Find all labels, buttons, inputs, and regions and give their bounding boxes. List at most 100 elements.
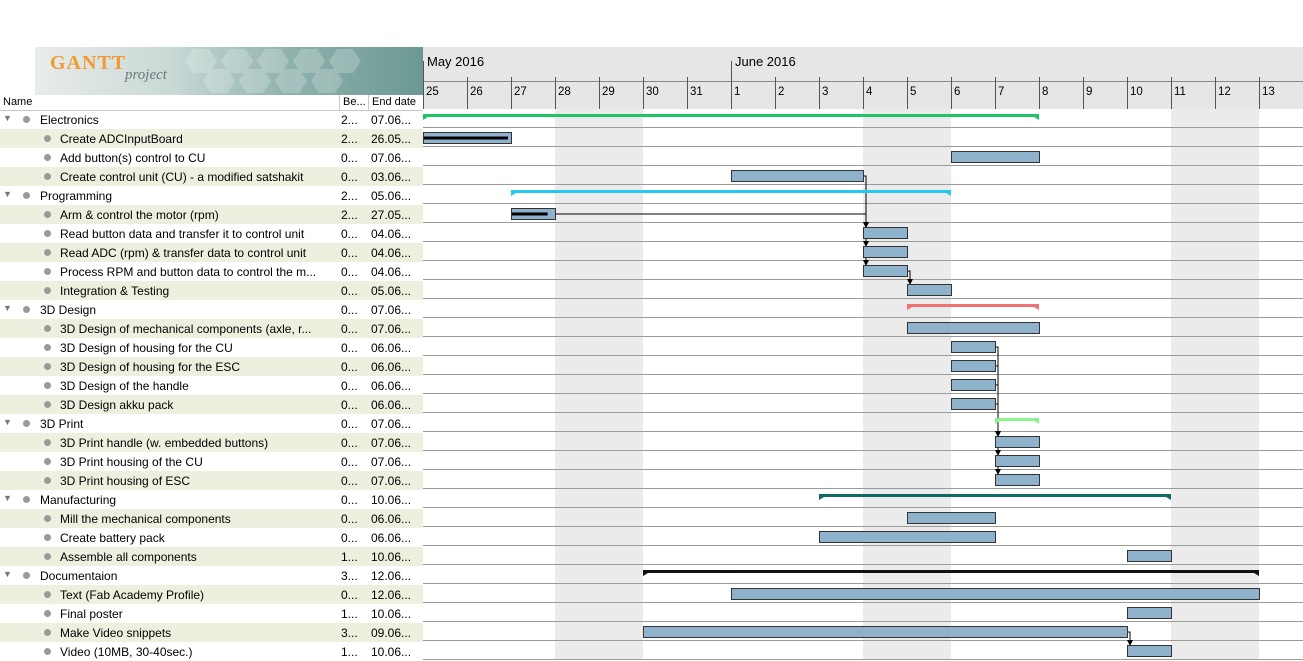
task-name: 3D Design of mechanical components (axle… (60, 322, 312, 336)
task-begin-date: 0... (341, 512, 358, 526)
collapse-triangle-icon[interactable]: ▼ (3, 569, 12, 579)
day-label: 2 (778, 86, 785, 98)
task-end-date: 12.06... (371, 569, 412, 583)
task-row[interactable]: Read ADC (rpm) & transfer data to contro… (0, 243, 423, 262)
task-row[interactable]: Read button data and transfer it to cont… (0, 224, 423, 243)
day-label: 26 (470, 86, 483, 98)
task-group-row[interactable]: ▼ Documentaion 3... 12.06... (0, 566, 423, 585)
task-row[interactable]: 3D Design of housing for the CU 0... 06.06… (0, 338, 423, 357)
task-name: Create battery pack (60, 531, 165, 545)
summary-bar-electronics[interactable] (423, 114, 1039, 120)
task-row[interactable]: 3D Design akku pack 0... 06.06... (0, 395, 423, 414)
column-header-end[interactable]: End date (372, 96, 417, 108)
summary-bar-3d-design[interactable] (907, 304, 1039, 310)
task-row[interactable]: Integration & Testing 0... 05.06... (0, 281, 423, 300)
task-begin-date: 0... (341, 531, 358, 545)
month-tick (423, 61, 424, 109)
task-end-date: 10.06... (371, 493, 412, 507)
task-end-date: 05.06... (371, 284, 412, 298)
task-row[interactable]: Final poster 1... 10.06... (0, 604, 423, 623)
task-row[interactable]: 3D Design of the handle 0... 06.06... (0, 376, 423, 395)
column-header-name[interactable]: Name (3, 96, 33, 108)
task-bar-create-battery-pack[interactable] (819, 531, 996, 543)
task-row[interactable]: 3D Print housing of the CU 0... 07.06... (0, 452, 423, 471)
task-row[interactable]: Add button(s) control to CU 0... 07.06... (0, 148, 423, 167)
day-tick (863, 77, 864, 109)
task-row[interactable]: Create battery pack 0... 06.06... (0, 528, 423, 547)
task-group-row[interactable]: ▼ 3D Design 0... 07.06... (0, 300, 423, 319)
task-row[interactable]: Text (Fab Academy Profile) 0... 12.06... (0, 585, 423, 604)
collapse-triangle-icon[interactable]: ▼ (3, 189, 12, 199)
dependency-arrow (555, 213, 869, 228)
task-name: 3D Design of housing for the ESC (60, 360, 241, 374)
task-tree-header: Name Be... End date (0, 95, 423, 111)
task-bullet-icon (44, 344, 51, 351)
task-bar-3d-print-housing-of-the-cu[interactable] (995, 455, 1040, 467)
task-row[interactable]: Process RPM and button data to control t… (0, 262, 423, 281)
task-bar-3d-design-of-mechanical-components-axle-r[interactable] (907, 322, 1040, 334)
task-group-row[interactable]: ▼ 3D Print 0... 07.06... (0, 414, 423, 433)
task-bar-final-poster[interactable] (1127, 607, 1172, 619)
task-name: Read ADC (rpm) & transfer data to contro… (60, 246, 307, 260)
task-bar-text-fab-academy-profile[interactable] (731, 588, 1260, 600)
task-group-row[interactable]: ▼ Programming 2... 05.06... (0, 186, 423, 205)
task-bar-3d-print-handle-w-embedded-buttons[interactable] (995, 436, 1040, 448)
task-end-date: 06.06... (371, 398, 412, 412)
task-bar-3d-design-of-housing-for-the-cu[interactable] (951, 341, 996, 353)
summary-bar-manufacturing[interactable] (819, 494, 1171, 500)
task-bar-read-adc-rpm-transfer-data-to-control-unit[interactable] (863, 246, 908, 258)
task-bar-3d-design-of-the-handle[interactable] (951, 379, 996, 391)
task-bar-process-rpm-and-button-data-to-control-the-m[interactable] (863, 265, 908, 277)
summary-bar-3d-print[interactable] (995, 418, 1039, 424)
task-bar-3d-print-housing-of-esc[interactable] (995, 474, 1040, 486)
task-row[interactable]: Make Video snippets 3... 09.06... (0, 623, 423, 642)
task-row[interactable]: Video (10MB, 30-40sec.) 1... 10.06... (0, 642, 423, 661)
task-row[interactable]: Arm & control the motor (rpm) 2... 27.05..… (0, 205, 423, 224)
task-group-row[interactable]: ▼ Electronics 2... 07.06... (0, 110, 423, 129)
task-bullet-icon (44, 648, 51, 655)
task-bar-3d-design-of-housing-for-the-esc[interactable] (951, 360, 996, 372)
weekend-band (555, 109, 643, 660)
task-row[interactable]: 3D Design of mechanical components (axle… (0, 319, 423, 338)
task-bar-integration-testing[interactable] (907, 284, 952, 296)
task-bar-mill-the-mechanical-components[interactable] (907, 512, 996, 524)
day-tick (1215, 77, 1216, 109)
gantt-chart[interactable] (423, 109, 1303, 661)
collapse-triangle-icon[interactable]: ▼ (3, 493, 12, 503)
task-end-date: 05.06... (371, 189, 412, 203)
logo-brand: GANTT (50, 52, 127, 74)
task-row[interactable]: Create ADCInputBoard 2... 26.05... (0, 129, 423, 148)
task-bullet-icon (23, 496, 30, 503)
task-bar-video-10mb-30-40sec[interactable] (1127, 645, 1172, 657)
task-row[interactable]: Mill the mechanical components 0... 06.06.… (0, 509, 423, 528)
task-bullet-icon (44, 211, 51, 218)
collapse-triangle-icon[interactable]: ▼ (3, 303, 12, 313)
task-bar-assemble-all-components[interactable] (1127, 550, 1172, 562)
task-bullet-icon (44, 534, 51, 541)
column-header-begin[interactable]: Be... (343, 96, 366, 108)
task-row[interactable]: Create control unit (CU) - a modified sa… (0, 167, 423, 186)
task-bullet-icon (44, 173, 51, 180)
task-name: 3D Print (40, 417, 84, 431)
task-begin-date: 0... (341, 360, 358, 374)
task-bullet-icon (44, 401, 51, 408)
task-end-date: 06.06... (371, 379, 412, 393)
collapse-triangle-icon[interactable]: ▼ (3, 113, 12, 123)
task-name: Electronics (40, 113, 99, 127)
task-row[interactable]: 3D Print handle (w. embedded buttons) 0..… (0, 433, 423, 452)
summary-bar-documentaion[interactable] (643, 570, 1259, 576)
task-bar-make-video-snippets[interactable] (643, 626, 1128, 638)
task-group-row[interactable]: ▼ Manufacturing 0... 10.06... (0, 490, 423, 509)
task-bar-create-control-unit-cu-a-modified-satshakit[interactable] (731, 170, 864, 182)
summary-bar-programming[interactable] (511, 190, 951, 196)
month-label: June 2016 (735, 54, 796, 69)
task-row[interactable]: 3D Print housing of ESC 0... 07.06... (0, 471, 423, 490)
task-bar-3d-design-akku-pack[interactable] (951, 398, 996, 410)
task-bullet-icon (44, 610, 51, 617)
task-row[interactable]: Assemble all components 1... 10.06... (0, 547, 423, 566)
collapse-triangle-icon[interactable]: ▼ (3, 417, 12, 427)
task-bar-read-button-data-and-transfer-it-to-control-unit[interactable] (863, 227, 908, 239)
task-row[interactable]: 3D Design of housing for the ESC 0... 06.0… (0, 357, 423, 376)
day-tick (687, 77, 688, 109)
task-bar-add-button-s-control-to-cu[interactable] (951, 151, 1040, 163)
